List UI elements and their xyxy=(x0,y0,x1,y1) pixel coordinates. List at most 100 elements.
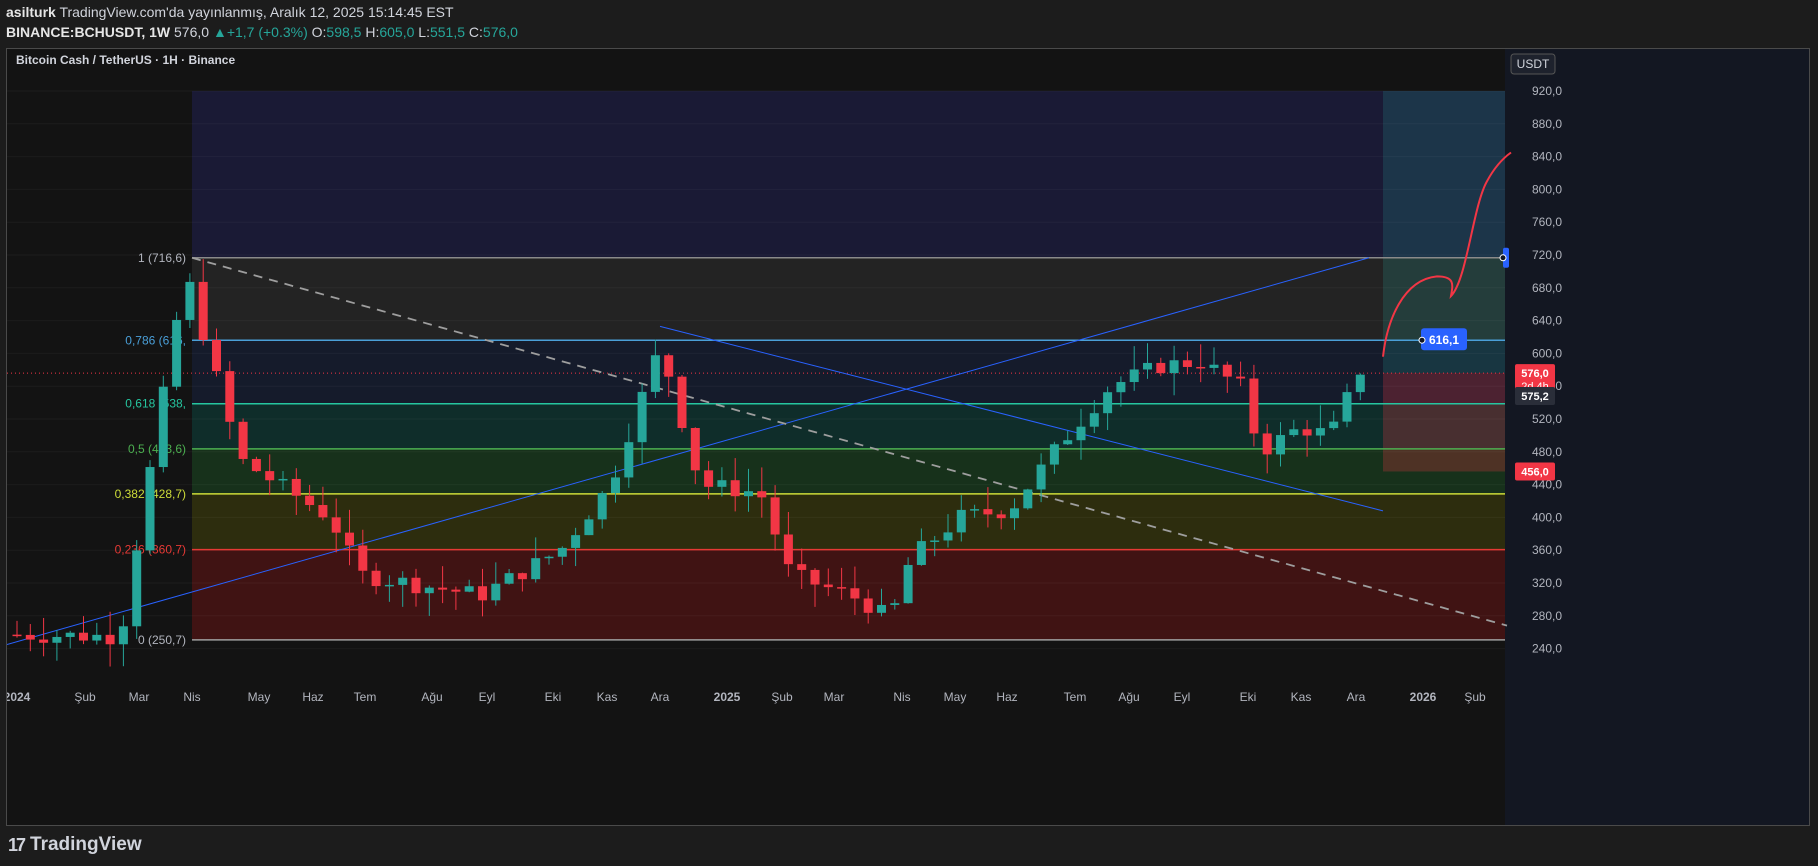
candle-body[interactable] xyxy=(637,391,647,443)
position-stop-zone[interactable] xyxy=(1383,373,1505,472)
candle-body[interactable] xyxy=(1209,364,1219,368)
candle-body[interactable] xyxy=(956,509,966,533)
currency-button[interactable] xyxy=(1510,53,1556,75)
candle-body[interactable] xyxy=(1329,421,1339,429)
candle-body[interactable] xyxy=(650,355,660,392)
candle-body[interactable] xyxy=(358,545,368,571)
candle-body[interactable] xyxy=(770,497,780,535)
candle-body[interactable] xyxy=(212,340,221,372)
candle-body[interactable] xyxy=(1049,444,1059,465)
candle-body[interactable] xyxy=(544,556,554,559)
candle-body[interactable] xyxy=(517,573,527,580)
candle-body[interactable] xyxy=(757,491,767,498)
candle-body[interactable] xyxy=(664,355,674,377)
candle-body[interactable] xyxy=(79,632,88,641)
candle-body[interactable] xyxy=(438,587,448,590)
candle-body[interactable] xyxy=(690,428,700,471)
candle-body[interactable] xyxy=(278,478,288,481)
candle-body[interactable] xyxy=(704,470,714,487)
candle-body[interactable] xyxy=(903,564,913,604)
candle-body[interactable] xyxy=(810,569,820,585)
candle-body[interactable] xyxy=(1276,435,1285,455)
currency-label[interactable]: USDT xyxy=(1517,57,1550,71)
candle-body[interactable] xyxy=(371,570,381,587)
candle-body[interactable] xyxy=(1249,378,1259,434)
candle-body[interactable] xyxy=(1143,362,1152,370)
candle-body[interactable] xyxy=(1129,369,1139,383)
candle-body[interactable] xyxy=(823,584,833,588)
candle-body[interactable] xyxy=(105,634,115,645)
candle-body[interactable] xyxy=(1076,426,1086,441)
target-price-badge-bg[interactable] xyxy=(1421,328,1467,351)
candle-body[interactable] xyxy=(118,626,128,645)
projection-path[interactable] xyxy=(1382,151,1512,357)
candle-body[interactable] xyxy=(491,583,501,601)
candle-body[interactable] xyxy=(464,586,474,592)
candle-body[interactable] xyxy=(92,634,102,641)
candle-body[interactable] xyxy=(1103,392,1113,414)
candle-body[interactable] xyxy=(291,478,301,496)
chart-frame[interactable]: 1 (716,6) 0,786 (616, 0,618 (538, 0,5 (483,… xyxy=(6,48,1810,826)
candle-body[interactable] xyxy=(1236,376,1246,379)
candle-body[interactable] xyxy=(850,588,860,599)
candle-body[interactable] xyxy=(331,517,341,533)
candle-body[interactable] xyxy=(877,604,886,613)
candle-body[interactable] xyxy=(1089,413,1099,427)
candle-body[interactable] xyxy=(1262,433,1272,455)
candle-body[interactable] xyxy=(1342,392,1352,422)
candle-body[interactable] xyxy=(345,532,354,546)
candle-body[interactable] xyxy=(52,636,62,643)
candle-body[interactable] xyxy=(597,493,607,520)
candle-body[interactable] xyxy=(185,281,195,320)
candle-body[interactable] xyxy=(1010,508,1019,519)
candle-body[interactable] xyxy=(797,564,807,570)
candle-body[interactable] xyxy=(584,519,594,536)
candle-body[interactable] xyxy=(677,376,687,429)
candle-body[interactable] xyxy=(25,634,35,640)
candle-body[interactable] xyxy=(1355,374,1365,393)
candle-body[interactable] xyxy=(983,509,993,515)
candle-body[interactable] xyxy=(557,547,567,557)
trendline-support[interactable] xyxy=(7,257,1370,645)
candle-body[interactable] xyxy=(970,509,980,511)
candle-body[interactable] xyxy=(1116,382,1126,393)
candle-body[interactable] xyxy=(1222,364,1232,377)
candle-body[interactable] xyxy=(1156,362,1166,374)
candle-body[interactable] xyxy=(158,386,168,468)
candle-body[interactable] xyxy=(1169,360,1179,374)
candle-body[interactable] xyxy=(504,573,514,584)
candle-body[interactable] xyxy=(65,632,75,637)
candle-body[interactable] xyxy=(1063,440,1073,445)
candle-body[interactable] xyxy=(837,587,847,589)
candle-body[interactable] xyxy=(238,421,248,459)
candle-body[interactable] xyxy=(744,491,753,497)
candle-body[interactable] xyxy=(624,442,634,478)
chart-canvas[interactable]: 1 (716,6) 0,786 (616, 0,618 (538, 0,5 (483,… xyxy=(7,49,1809,825)
candle-body[interactable] xyxy=(305,495,315,506)
target-handle-icon[interactable] xyxy=(1418,336,1426,344)
candle-body[interactable] xyxy=(1196,366,1206,369)
candle-body[interactable] xyxy=(1182,360,1192,367)
candle-body[interactable] xyxy=(251,458,261,472)
candle-body[interactable] xyxy=(318,505,328,518)
candle-body[interactable] xyxy=(145,467,155,551)
candle-body[interactable] xyxy=(930,540,940,542)
position-target-zone[interactable] xyxy=(1383,91,1505,374)
candle-body[interactable] xyxy=(1302,429,1312,436)
candle-body[interactable] xyxy=(943,532,953,541)
candle-body[interactable] xyxy=(717,480,727,487)
candle-body[interactable] xyxy=(531,558,541,580)
trendline-channel[interactable] xyxy=(659,325,1384,512)
candle-body[interactable] xyxy=(198,281,208,341)
candle-body[interactable] xyxy=(132,550,142,627)
trendline-resistance-dashed[interactable] xyxy=(191,256,1508,627)
candle-body[interactable] xyxy=(996,514,1006,519)
candle-body[interactable] xyxy=(611,477,620,494)
candle-body[interactable] xyxy=(225,371,235,422)
candle-body[interactable] xyxy=(783,534,793,565)
candle-body[interactable] xyxy=(398,577,408,585)
candle-body[interactable] xyxy=(172,319,182,387)
candle-body[interactable] xyxy=(411,577,421,594)
candle-body[interactable] xyxy=(890,603,900,605)
candle-body[interactable] xyxy=(39,639,49,643)
